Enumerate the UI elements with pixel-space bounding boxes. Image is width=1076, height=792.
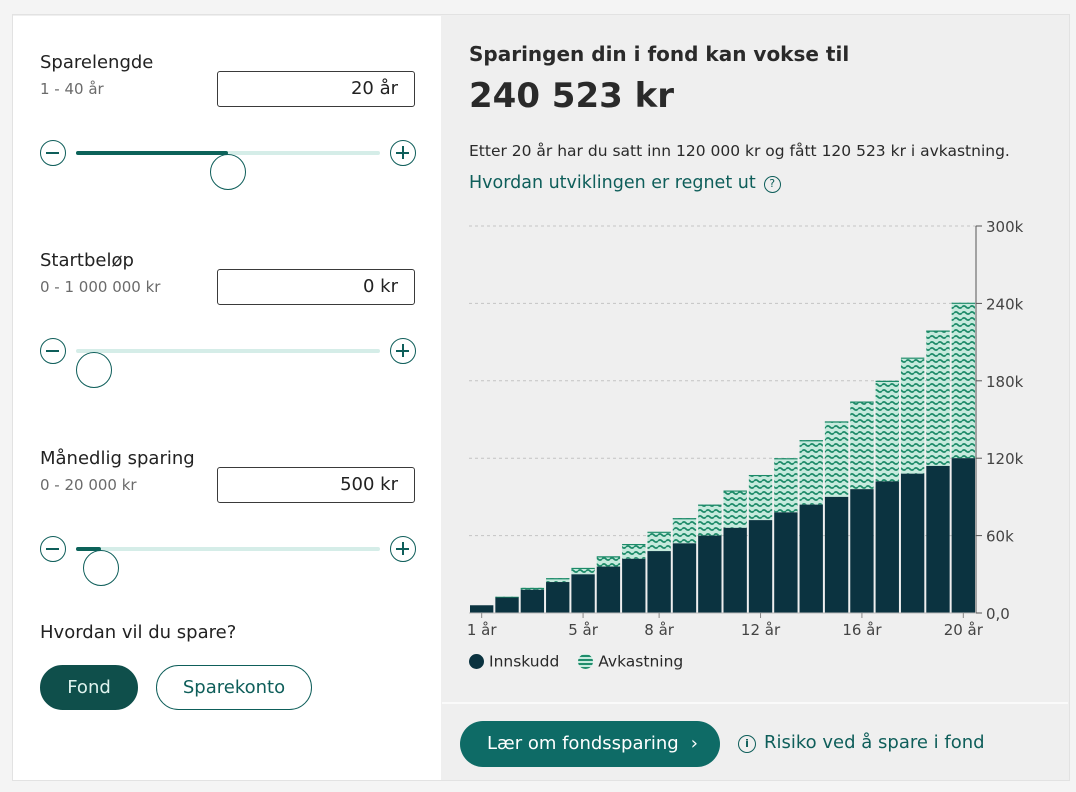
- bar-innskudd: [470, 605, 494, 613]
- bar-avkastning: [926, 330, 950, 466]
- y-tick-label: 180k: [986, 373, 1024, 391]
- bar-innskudd: [596, 566, 621, 613]
- bar-innskudd: [875, 481, 899, 613]
- minus-icon[interactable]: [40, 140, 66, 166]
- legend-avkastning: Avkastning: [598, 652, 684, 671]
- startbelop-slider: [40, 330, 416, 388]
- bar-avkastning: [622, 543, 646, 559]
- startbelop-label: Startbeløp: [40, 250, 134, 271]
- bar-innskudd: [622, 558, 646, 613]
- bar-innskudd: [647, 551, 671, 613]
- slider-track[interactable]: [76, 547, 380, 586]
- x-tick-label: 16 år: [842, 621, 882, 639]
- x-tick-label: 5 år: [568, 621, 599, 639]
- fund-risk-link-label: Risiko ved å spare i fond: [764, 732, 985, 753]
- bar-avkastning: [900, 357, 925, 474]
- learn-fund-saving-button[interactable]: Lær om fondssparing ›: [460, 721, 720, 767]
- x-tick-label: 12 år: [741, 621, 781, 639]
- maanedlig-label: Månedlig sparing: [40, 448, 195, 469]
- bar-avkastning: [875, 380, 899, 482]
- minus-icon[interactable]: [40, 536, 66, 562]
- bar-avkastning: [951, 302, 975, 459]
- bar-innskudd: [951, 458, 975, 613]
- bar-innskudd: [799, 504, 823, 613]
- bar-innskudd: [850, 489, 874, 613]
- minus-icon[interactable]: [40, 338, 66, 364]
- maanedlig-input[interactable]: 500 kr: [217, 467, 415, 503]
- calculation-info-link-label: Hvordan utviklingen er regnet ut: [469, 173, 756, 193]
- bar-avkastning: [799, 440, 823, 505]
- bar-avkastning: [824, 421, 849, 497]
- y-tick-label: 60k: [986, 528, 1014, 546]
- bar-innskudd: [900, 473, 925, 613]
- result-title: Sparingen din i fond kan vokse til: [469, 42, 850, 66]
- sparelengde-range: 1 - 40 år: [40, 80, 104, 98]
- slider-thumb[interactable]: [210, 154, 246, 190]
- input-panel: Sparelengde 1 - 40 år 20 år Startbeløp 0…: [13, 16, 441, 780]
- slider-thumb[interactable]: [76, 352, 112, 388]
- plus-icon[interactable]: [390, 536, 416, 562]
- bar-avkastning: [748, 474, 773, 521]
- result-description: Etter 20 år har du satt inn 120 000 kr o…: [469, 142, 1010, 160]
- fund-risk-link[interactable]: i Risiko ved å spare i fond: [738, 732, 985, 753]
- bar-avkastning: [723, 490, 747, 528]
- maanedlig-range: 0 - 20 000 kr: [40, 476, 137, 494]
- bar-avkastning: [672, 518, 697, 544]
- legend-innskudd: Innskudd: [489, 652, 560, 671]
- chevron-right-icon: ›: [690, 733, 698, 754]
- slider-thumb[interactable]: [82, 550, 119, 586]
- bar-innskudd: [723, 527, 747, 613]
- result-panel: Sparingen din i fond kan vokse til 240 5…: [442, 16, 1068, 780]
- avkastning-legend-swatch: [578, 654, 594, 670]
- chart-legend: Innskudd Avkastning: [469, 652, 697, 671]
- slider-fill: [76, 151, 228, 155]
- maanedlig-slider: [40, 528, 416, 586]
- bar-innskudd: [495, 597, 519, 613]
- x-tick-label: 8 år: [644, 621, 675, 639]
- y-tick-label: 300k: [986, 218, 1024, 236]
- bar-avkastning: [774, 458, 798, 513]
- sparelengde-slider: [40, 132, 416, 190]
- sparekonto-option-button[interactable]: Sparekonto: [156, 665, 312, 710]
- bar-avkastning: [571, 567, 595, 575]
- calculation-info-link[interactable]: Hvordan utviklingen er regnet ut?: [469, 173, 781, 193]
- startbelop-range: 0 - 1 000 000 kr: [40, 278, 161, 296]
- bar-innskudd: [571, 574, 595, 613]
- result-amount: 240 523 kr: [469, 76, 674, 116]
- bar-innskudd: [748, 520, 773, 613]
- bar-innskudd: [926, 465, 950, 613]
- plus-icon[interactable]: [390, 140, 416, 166]
- info-circle-icon: i: [738, 735, 756, 753]
- learn-fund-saving-label: Lær om fondssparing: [487, 733, 679, 754]
- slider-track[interactable]: [76, 151, 380, 190]
- bar-innskudd: [520, 589, 545, 613]
- bar-innskudd: [824, 496, 849, 613]
- x-tick-label: 20 år: [944, 621, 984, 639]
- bar-avkastning: [698, 504, 722, 536]
- y-tick-label: 120k: [986, 450, 1024, 468]
- question-circle-icon: ?: [763, 176, 781, 193]
- bar-avkastning: [647, 531, 671, 552]
- bar-innskudd: [672, 543, 697, 613]
- startbelop-input[interactable]: 0 kr: [217, 269, 415, 305]
- bar-innskudd: [698, 535, 722, 613]
- saving-type-question: Hvordan vil du spare?: [40, 622, 237, 643]
- bar-avkastning: [596, 556, 621, 567]
- y-tick-label: 240k: [986, 295, 1024, 313]
- bar-avkastning: [850, 401, 874, 490]
- slider-fill: [76, 547, 101, 551]
- divider: [442, 702, 1068, 704]
- growth-chart: 0,0 60k 120k 180k 240k 300k 1 år 5 år 8 år 12 år 1…: [467, 218, 1024, 639]
- plus-icon[interactable]: [390, 338, 416, 364]
- x-tick-label: 1 år: [467, 621, 498, 639]
- sparelengde-label: Sparelengde: [40, 52, 154, 73]
- bar-innskudd: [774, 512, 798, 613]
- y-tick-label: 0,0: [986, 605, 1010, 623]
- bar-avkastning: [546, 578, 570, 583]
- slider-track[interactable]: [76, 349, 380, 388]
- fond-option-button[interactable]: Fond: [40, 665, 138, 710]
- bar-innskudd: [546, 582, 570, 613]
- sparelengde-input[interactable]: 20 år: [217, 71, 415, 107]
- innskudd-legend-swatch: [469, 654, 484, 670]
